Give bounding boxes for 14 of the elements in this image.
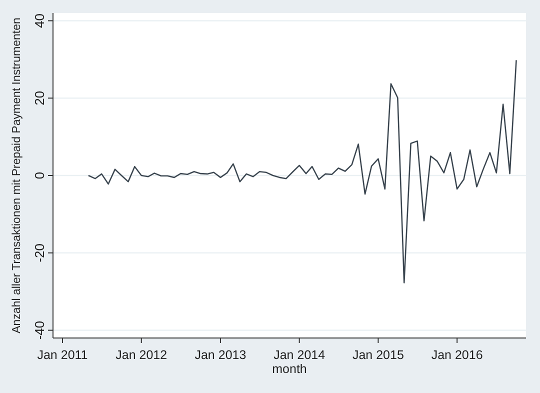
y-tick-label: -40: [32, 320, 47, 340]
x-tick-label: Jan 2014: [274, 348, 326, 362]
y-tick-label: 40: [32, 14, 47, 28]
x-axis-title: month: [272, 362, 307, 376]
x-tick-label: Jan 2013: [194, 348, 246, 362]
y-tick-label: -20: [32, 243, 47, 262]
x-tick-label: Jan 2012: [116, 348, 168, 362]
y-tick-label: 20: [32, 90, 47, 106]
y-tick-label: 0: [32, 172, 47, 180]
x-tick-label: Jan 2016: [431, 348, 483, 362]
line-series: [88, 60, 517, 284]
x-tick-label: Jan 2011: [37, 348, 88, 362]
y-axis-title: Anzahl aller Transaktionen mit Prepaid Payment Instrumenten: [11, 18, 23, 334]
x-tick-label: Jan 2015: [352, 348, 404, 362]
